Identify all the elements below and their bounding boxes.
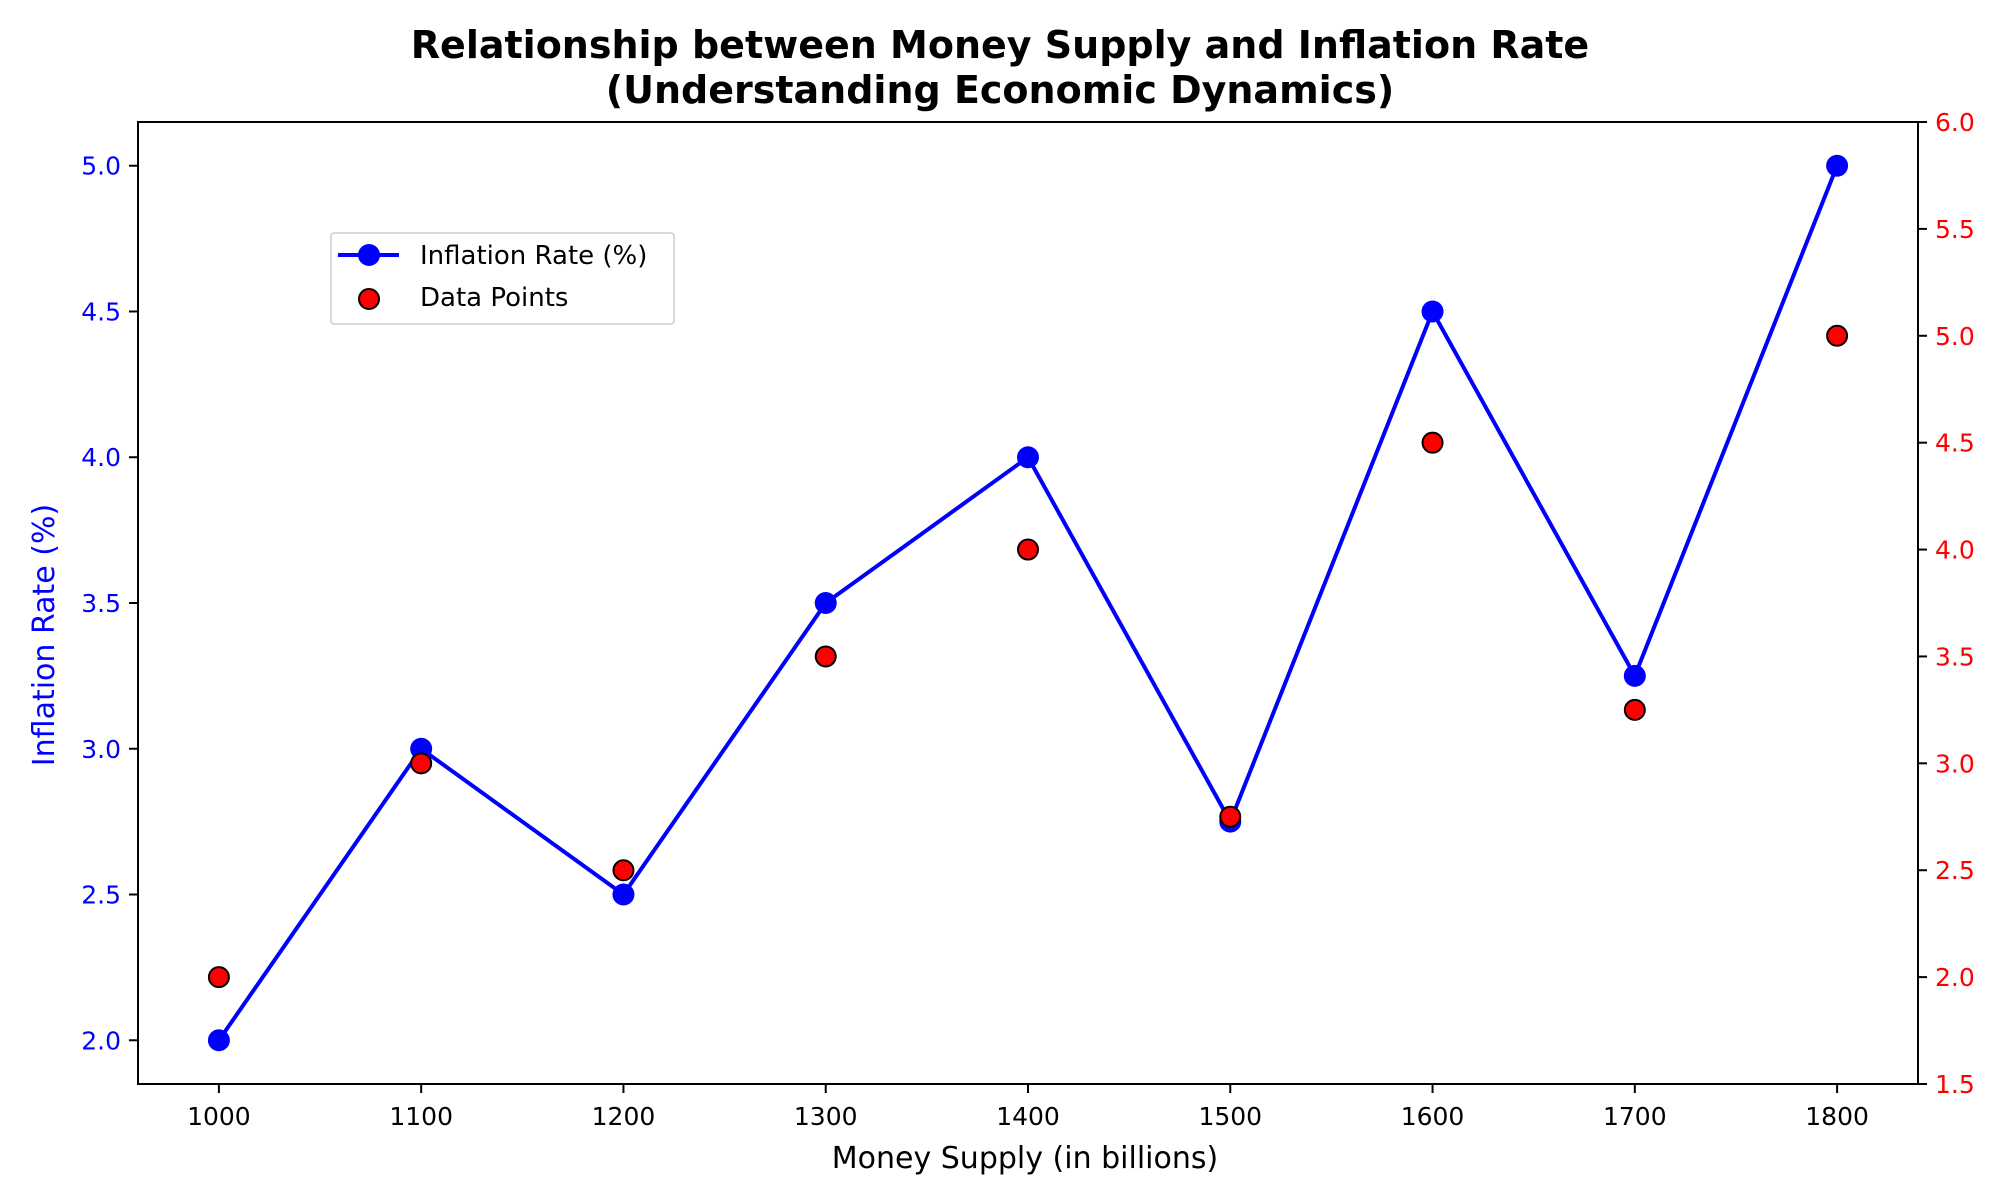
y-tick-label: 4.5 xyxy=(81,297,121,326)
y-tick-label: 3.5 xyxy=(81,589,121,618)
y-tick-label: 3.0 xyxy=(81,735,121,764)
y2-tick-label: 4.5 xyxy=(1935,429,1975,458)
y-tick-label: 2.0 xyxy=(81,1026,121,1055)
scatter-point-data-points xyxy=(612,859,635,882)
series-marker-inflation-rate xyxy=(1017,446,1039,469)
chart-title: Relationship between Money Supply and In… xyxy=(411,23,1589,67)
x-tick-label: 1600 xyxy=(1401,1102,1465,1131)
scatter-point-data-points xyxy=(410,752,433,775)
plot-area: 1000 1100 1200 1300 1400 1500 1600 1700 1800 2.0 2… xyxy=(81,108,1975,1131)
legend-line-marker xyxy=(358,244,380,266)
legend-label-inflation-rate: Inflation Rate (%) xyxy=(420,241,647,271)
y2-tick-label: 4.0 xyxy=(1935,536,1975,565)
x-tick-label: 1400 xyxy=(996,1102,1060,1131)
y2-tick-label: 6.0 xyxy=(1935,108,1975,137)
y-axis-label: Inflation Rate (%) xyxy=(27,504,62,766)
series-marker-inflation-rate xyxy=(1623,664,1646,687)
y-tick-label: 5.0 xyxy=(81,152,121,181)
y2-tick-label: 3.5 xyxy=(1935,642,1975,671)
series-marker-inflation-rate xyxy=(612,883,635,906)
scatter-point-data-points xyxy=(1421,431,1444,454)
y2-tick-label: 5.5 xyxy=(1935,215,1975,244)
x-tick-label: 1500 xyxy=(1198,1102,1262,1131)
x-axis-label: Money Supply (in billions) xyxy=(832,1141,1218,1176)
legend-label-data-points: Data Points xyxy=(420,283,568,313)
x-tick-label: 1800 xyxy=(1805,1102,1869,1131)
scatter-point-data-points xyxy=(207,966,230,989)
scatter-point-data-points xyxy=(1826,324,1849,347)
series-marker-inflation-rate xyxy=(1826,154,1849,177)
scatter-point-data-points xyxy=(1219,805,1242,828)
series-marker-inflation-rate xyxy=(207,1029,230,1052)
series-marker-inflation-rate xyxy=(814,592,837,614)
x-tick-label: 1200 xyxy=(592,1102,656,1131)
y2-tick-label: 2.5 xyxy=(1935,856,1975,885)
y2-tick-label: 3.0 xyxy=(1935,749,1975,778)
scatter-point-data-points xyxy=(1017,538,1039,561)
x-tick-label: 1000 xyxy=(187,1102,251,1131)
y2-tick-label: 1.5 xyxy=(1935,1070,1975,1099)
chart-subtitle: (Understanding Economic Dynamics) xyxy=(606,68,1394,112)
y-tick-label: 4.0 xyxy=(81,443,121,472)
y2-tick-label: 2.0 xyxy=(1935,963,1975,992)
y2-tick-label: 5.0 xyxy=(1935,322,1975,351)
legend-frame xyxy=(330,232,675,325)
x-tick-label: 1300 xyxy=(794,1102,858,1131)
x-tick-label: 1700 xyxy=(1603,1102,1667,1131)
legend: Inflation Rate (%) Data Points xyxy=(330,232,675,325)
series-marker-inflation-rate xyxy=(1421,300,1444,323)
scatter-point-data-points xyxy=(1623,698,1646,721)
y-tick-label: 2.5 xyxy=(81,881,121,910)
scatter-point-data-points xyxy=(814,645,837,668)
x-tick-label: 1100 xyxy=(389,1102,453,1131)
legend-scatter-marker xyxy=(358,288,380,310)
